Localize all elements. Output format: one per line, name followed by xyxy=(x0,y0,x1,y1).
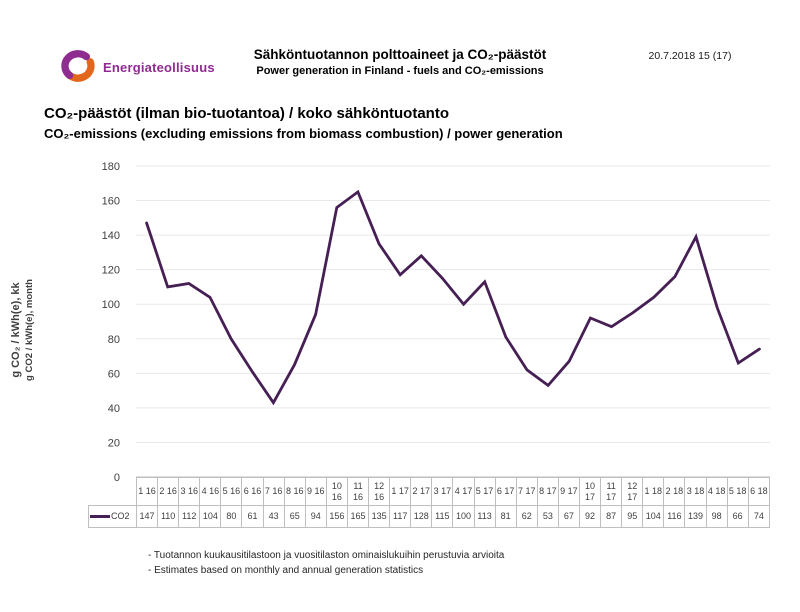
value-cell: 128 xyxy=(410,505,433,528)
value-cell: 53 xyxy=(536,505,559,528)
report-title-en: Power generation in Finland - fuels and … xyxy=(256,65,544,77)
value-cell: 135 xyxy=(368,505,391,528)
category-cell: 12 17 xyxy=(621,477,644,506)
category-cell: 3 18 xyxy=(684,477,707,506)
co2-line-chart: 0 20 40 60 80 100 120 140 160 180 xyxy=(102,161,770,484)
value-cell: 65 xyxy=(283,505,306,528)
category-cell: 8 17 xyxy=(536,477,559,506)
value-cell: 165 xyxy=(346,505,370,528)
value-cell: 95 xyxy=(621,505,644,528)
category-cell: 11 16 xyxy=(346,477,370,506)
category-cell: 2 16 xyxy=(157,477,180,506)
y-tick-label: 160 xyxy=(102,196,120,208)
value-cell: 43 xyxy=(262,505,285,528)
series-line-marker-icon xyxy=(90,515,110,518)
report-date-page: 20.7.2018 15 (17) xyxy=(648,50,732,62)
category-cell: 10 16 xyxy=(325,477,348,506)
category-cell: 10 17 xyxy=(578,477,602,506)
category-cell: 1 18 xyxy=(642,477,665,506)
y-axis-title: g CO₂ / kWh(e), kk g CO2 / kWh(e), month xyxy=(10,215,44,445)
category-cell: 6 18 xyxy=(747,477,771,506)
value-cell: 87 xyxy=(600,505,623,528)
category-cell: 3 17 xyxy=(431,477,454,506)
category-label-row: 1 16 2 16 3 16 4 16 5 16 6 16 7 16 8 16 9 16 10 16… xyxy=(89,477,771,506)
category-cell: 4 17 xyxy=(452,477,475,506)
category-cell: 12 16 xyxy=(368,477,391,506)
category-cell: 8 16 xyxy=(283,477,306,506)
value-cell: 67 xyxy=(557,505,580,528)
footnote-fi: - Tuotannon kuukausitilastoon ja vuositi… xyxy=(148,550,505,561)
category-cell: 7 17 xyxy=(515,477,538,506)
category-cell: 4 18 xyxy=(705,477,728,506)
value-cell: 115 xyxy=(431,505,454,528)
value-cell: 117 xyxy=(389,505,412,528)
chart-section-title: CO₂-päästöt (ilman bio-tuotantoa) / koko… xyxy=(44,105,563,141)
category-cell: 6 16 xyxy=(241,477,264,506)
category-cell: 2 17 xyxy=(410,477,433,506)
value-cell: 156 xyxy=(325,505,348,528)
brand-name: Energiateollisuus xyxy=(103,60,215,75)
category-cell: 3 16 xyxy=(178,477,201,506)
y-tick-label: 120 xyxy=(102,265,120,277)
co2-series-line xyxy=(145,189,761,406)
value-cell: 110 xyxy=(157,505,180,528)
report-header: Sähköntuotannon polttoaineet ja CO₂-pääs… xyxy=(200,47,600,77)
y-tick-label: 0 xyxy=(114,472,120,484)
series-value-row: CO2 147 110 112 104 80 61 43 65 94 156 165 135 117 12… xyxy=(88,505,771,528)
category-cell: 11 17 xyxy=(600,477,623,506)
value-cell: 92 xyxy=(578,505,602,528)
y-tick-label: 180 xyxy=(102,161,120,173)
value-cell: 113 xyxy=(473,505,496,528)
footnote-en: - Estimates based on monthly and annual … xyxy=(148,564,424,576)
y-tick-label: 80 xyxy=(108,334,120,346)
value-cell: 74 xyxy=(747,505,771,528)
value-cell: 98 xyxy=(705,505,728,528)
report-title-fi: Sähköntuotannon polttoaineet ja CO₂-pääs… xyxy=(253,47,547,62)
value-cell: 80 xyxy=(220,505,243,528)
value-cell: 116 xyxy=(663,505,686,528)
value-cell: 94 xyxy=(304,505,327,528)
value-cell: 66 xyxy=(726,505,749,528)
chart-title-en: CO₂-emissions (excluding emissions from … xyxy=(44,126,563,141)
y-tick-label: 40 xyxy=(108,403,120,415)
table-corner-blank xyxy=(89,478,137,506)
series-name-label: CO2 xyxy=(111,511,130,522)
category-cell: 1 16 xyxy=(135,477,159,506)
value-cell: 62 xyxy=(515,505,538,528)
value-cell: 81 xyxy=(494,505,517,528)
category-cell: 2 18 xyxy=(663,477,686,506)
y-tick-label: 100 xyxy=(102,299,120,311)
footnotes: - Tuotannon kuukausitilastoon ja vuositi… xyxy=(148,549,504,578)
value-cell: 104 xyxy=(199,505,222,528)
y-tick-label: 20 xyxy=(108,437,120,449)
category-cell: 5 17 xyxy=(473,477,496,506)
category-cell: 4 16 xyxy=(199,477,222,506)
category-cell: 7 16 xyxy=(262,477,285,506)
y-axis-title-line2: g CO2 / kWh(e), month xyxy=(23,279,35,381)
category-cell: 6 17 xyxy=(494,477,517,506)
y-tick-label: 60 xyxy=(108,368,120,380)
y-tick-label: 140 xyxy=(102,230,120,242)
category-cell: 5 18 xyxy=(726,477,749,506)
category-cell: 9 17 xyxy=(557,477,580,506)
y-axis-title-line1: g CO₂ / kWh(e), kk xyxy=(10,282,22,378)
category-cell: 5 16 xyxy=(220,477,243,506)
chart-data-table: 1 16 2 16 3 16 4 16 5 16 6 16 7 16 8 16 9 16 10 16… xyxy=(88,477,771,528)
value-cell: 147 xyxy=(135,505,159,528)
value-cell: 112 xyxy=(178,505,201,528)
energiateollisuus-logo-icon xyxy=(61,50,95,82)
value-cell: 104 xyxy=(642,505,665,528)
category-cell: 1 17 xyxy=(389,477,412,506)
value-cell: 61 xyxy=(241,505,264,528)
value-cell: 100 xyxy=(452,505,475,528)
legend-cell: CO2 xyxy=(88,505,137,528)
category-cell: 9 16 xyxy=(304,477,327,506)
chart-title-fi: CO₂-päästöt (ilman bio-tuotantoa) / koko… xyxy=(44,105,449,122)
value-cell: 139 xyxy=(684,505,707,528)
